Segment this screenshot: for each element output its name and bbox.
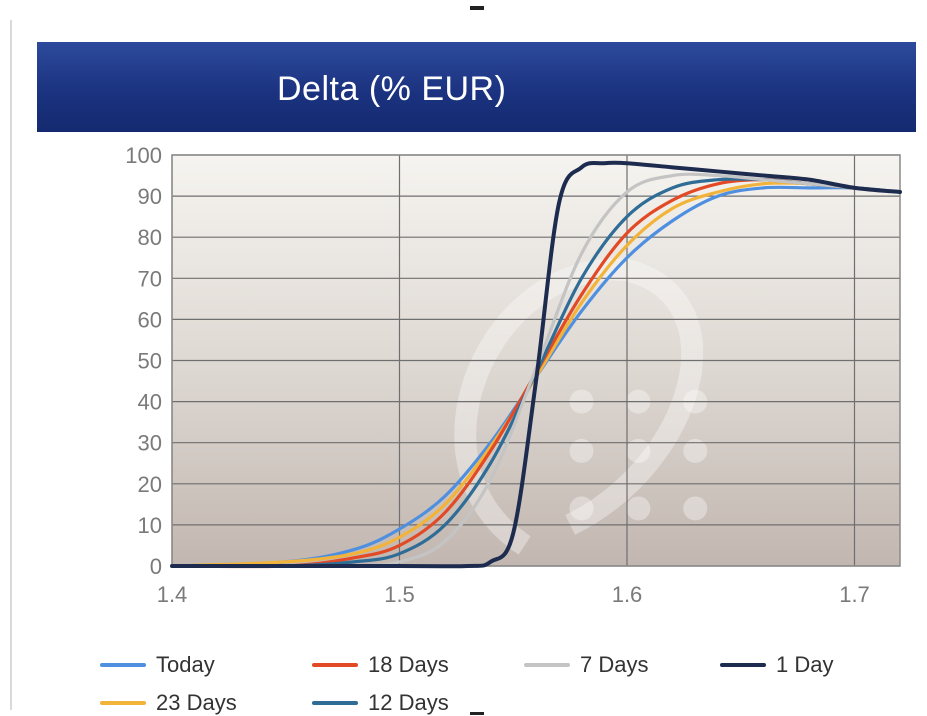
legend-label: 23 Days <box>156 690 237 715</box>
watermark-dot <box>569 438 594 463</box>
legend-label: Today <box>156 652 215 677</box>
y-tick-label: 90 <box>138 184 162 209</box>
x-tick-label: 1.6 <box>612 582 643 607</box>
y-tick-label: 20 <box>138 472 162 497</box>
legend-item-7-days: 7 Days <box>524 652 648 678</box>
legend-label: 18 Days <box>368 652 449 677</box>
legend-swatch <box>720 663 766 667</box>
legend-swatch <box>100 663 146 667</box>
y-tick-label: 60 <box>138 307 162 332</box>
chart-title-bar: Delta (% EUR) <box>37 42 916 132</box>
plot-border <box>171 154 901 567</box>
y-tick-label: 50 <box>138 349 162 374</box>
y-tick-label: 30 <box>138 431 162 456</box>
watermark-dot <box>683 438 708 463</box>
watermark-dot <box>626 438 651 463</box>
series-line-today <box>170 185 902 568</box>
legend-label: 12 Days <box>368 690 449 715</box>
y-tick-label: 40 <box>138 390 162 415</box>
legend-swatch <box>312 701 358 705</box>
x-tick-label: 1.4 <box>157 582 188 607</box>
y-tick-label: 80 <box>138 225 162 250</box>
x-tick-label: 1.7 <box>839 582 870 607</box>
legend-label: 1 Day <box>776 652 834 677</box>
legend-item-1-day: 1 Day <box>720 652 833 678</box>
chart-legend: Today 18 Days 7 Days 1 Day 23 Days 12 Da… <box>100 650 900 716</box>
legend-swatch <box>524 663 570 667</box>
chart-title: Delta (% EUR) <box>277 70 507 108</box>
legend-label: 7 Days <box>580 652 649 677</box>
y-tick-label: 70 <box>138 266 162 291</box>
legend-swatch <box>312 663 358 667</box>
watermark-dot <box>683 496 708 521</box>
legend-item-12-days: 12 Days <box>312 690 449 716</box>
y-tick-label: 100 <box>125 143 162 168</box>
left-divider <box>10 20 12 710</box>
watermark-dot <box>569 496 594 521</box>
legend-item-23-days: 23 Days <box>100 690 237 716</box>
watermark-dot <box>626 496 651 521</box>
legend-item-today: Today <box>100 652 215 678</box>
top-marker <box>470 6 484 10</box>
legend-swatch <box>100 701 146 705</box>
x-tick-label: 1.5 <box>384 582 415 607</box>
y-tick-label: 10 <box>138 513 162 538</box>
series-line-1-day <box>170 160 902 569</box>
bottom-marker <box>470 712 484 715</box>
legend-item-18-days: 18 Days <box>312 652 449 678</box>
y-tick-label: 0 <box>150 554 162 579</box>
